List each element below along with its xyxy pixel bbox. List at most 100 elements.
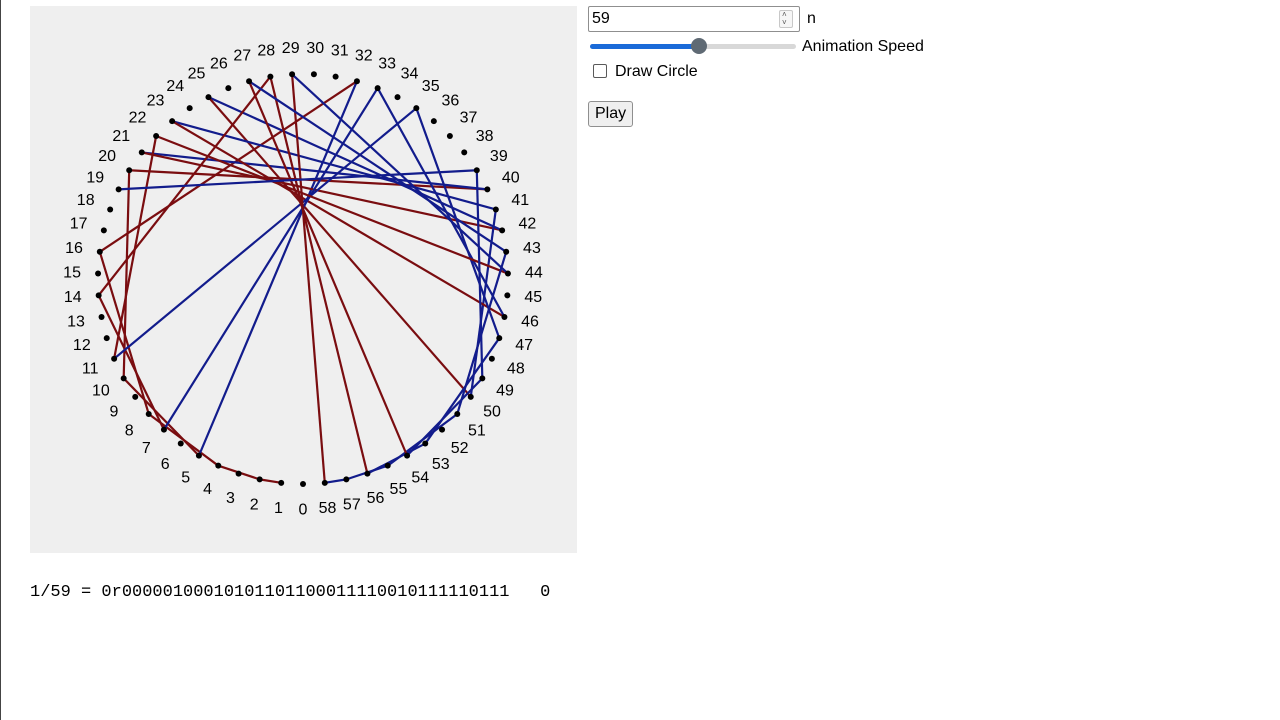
circle-point [492,206,499,213]
point-label: 50 [483,403,501,420]
point-label: 21 [112,128,130,145]
chord-line [163,87,379,431]
point-label: 23 [147,93,165,110]
circle-point [100,227,107,234]
animation-speed-slider[interactable] [590,38,796,54]
point-label: 38 [476,128,494,145]
circle-point [169,118,176,125]
circle-point [235,470,242,477]
spin-down-icon[interactable]: ˅ [782,18,787,27]
point-label: 10 [92,382,110,399]
point-label: 14 [64,289,82,306]
circle-point [446,132,453,139]
point-label: 5 [181,470,190,487]
n-spinner[interactable]: ˄ ˅ [779,10,793,28]
point-label: 22 [129,109,147,126]
circle-point [267,73,274,80]
chord-line [113,107,418,360]
n-label: n [807,10,816,27]
circle-point [364,470,371,477]
circle-point [145,410,152,417]
chord-line [259,478,282,484]
circle-point [120,375,127,382]
point-label: 0 [299,502,308,519]
draw-circle-checkbox[interactable] [593,64,607,78]
circle-point [430,118,437,125]
point-label: 46 [521,313,539,330]
point-label: 33 [378,55,396,72]
circle-point [95,292,102,299]
circle-point [103,335,110,342]
point-label: 35 [422,78,440,95]
circle-point [501,313,508,320]
circle-point [132,393,139,400]
point-label: 53 [432,456,450,473]
circle-point [205,94,212,101]
point-label: 26 [210,55,228,72]
point-label: 30 [306,40,324,57]
point-label: 1 [274,500,283,517]
chord-line [376,87,506,318]
circle-point [353,78,360,85]
circle-point [488,355,495,362]
point-label: 9 [110,403,119,420]
circle-point [503,248,510,255]
point-label: 57 [343,496,361,513]
point-label: 31 [331,42,349,59]
circle-point [111,355,118,362]
circle-point [439,426,446,433]
chord-line [207,96,472,398]
circle-point [195,452,202,459]
draw-circle-label: Draw Circle [615,63,698,80]
chord-lines [97,73,509,484]
chord-line [97,294,165,431]
point-label: 13 [67,313,85,330]
chord-line [122,170,131,379]
slider-thumb[interactable] [691,38,708,54]
circle-point [278,479,285,486]
point-label: 36 [442,93,460,110]
chord-line [122,377,200,457]
circle-point [98,313,105,320]
point-label: 58 [319,500,337,517]
chord-line [469,209,497,397]
point-label: 49 [496,382,514,399]
chord-line [475,170,484,379]
circle-point [479,375,486,382]
chord-line [197,80,358,457]
circle-point [321,479,328,486]
circle-point [394,94,401,101]
circle-point [384,462,391,469]
point-label: 54 [411,470,429,487]
spin-up-icon[interactable]: ˄ [782,10,787,19]
point-label: 27 [233,48,251,65]
point-label: 16 [65,240,83,257]
point-labels: 0123456789101112131415161718192021222324… [63,40,543,519]
point-label: 6 [161,456,170,473]
point-label: 39 [490,148,508,165]
chord-line [290,74,326,483]
circle-point [422,440,429,447]
circle-point [96,248,103,255]
point-label: 40 [502,169,520,186]
play-button[interactable]: Play [588,101,634,127]
chord-line [171,120,506,318]
circle-point [225,85,232,92]
n-input-box[interactable]: ˄ ˅ [588,6,800,32]
point-label: 18 [77,192,95,209]
circle-point [404,452,411,459]
circle-point [246,78,253,85]
n-input[interactable] [592,9,772,29]
point-label: 25 [188,66,206,83]
point-label: 55 [390,481,408,498]
point-label: 2 [250,496,259,513]
window-left-edge [0,0,1,720]
chord-line [113,135,158,359]
circle-point [160,426,167,433]
point-label: 8 [125,423,134,440]
circle-point [413,105,420,112]
point-label: 7 [142,440,151,457]
point-label: 15 [63,264,81,281]
circle-point [177,440,184,447]
point-label: 47 [515,337,533,354]
